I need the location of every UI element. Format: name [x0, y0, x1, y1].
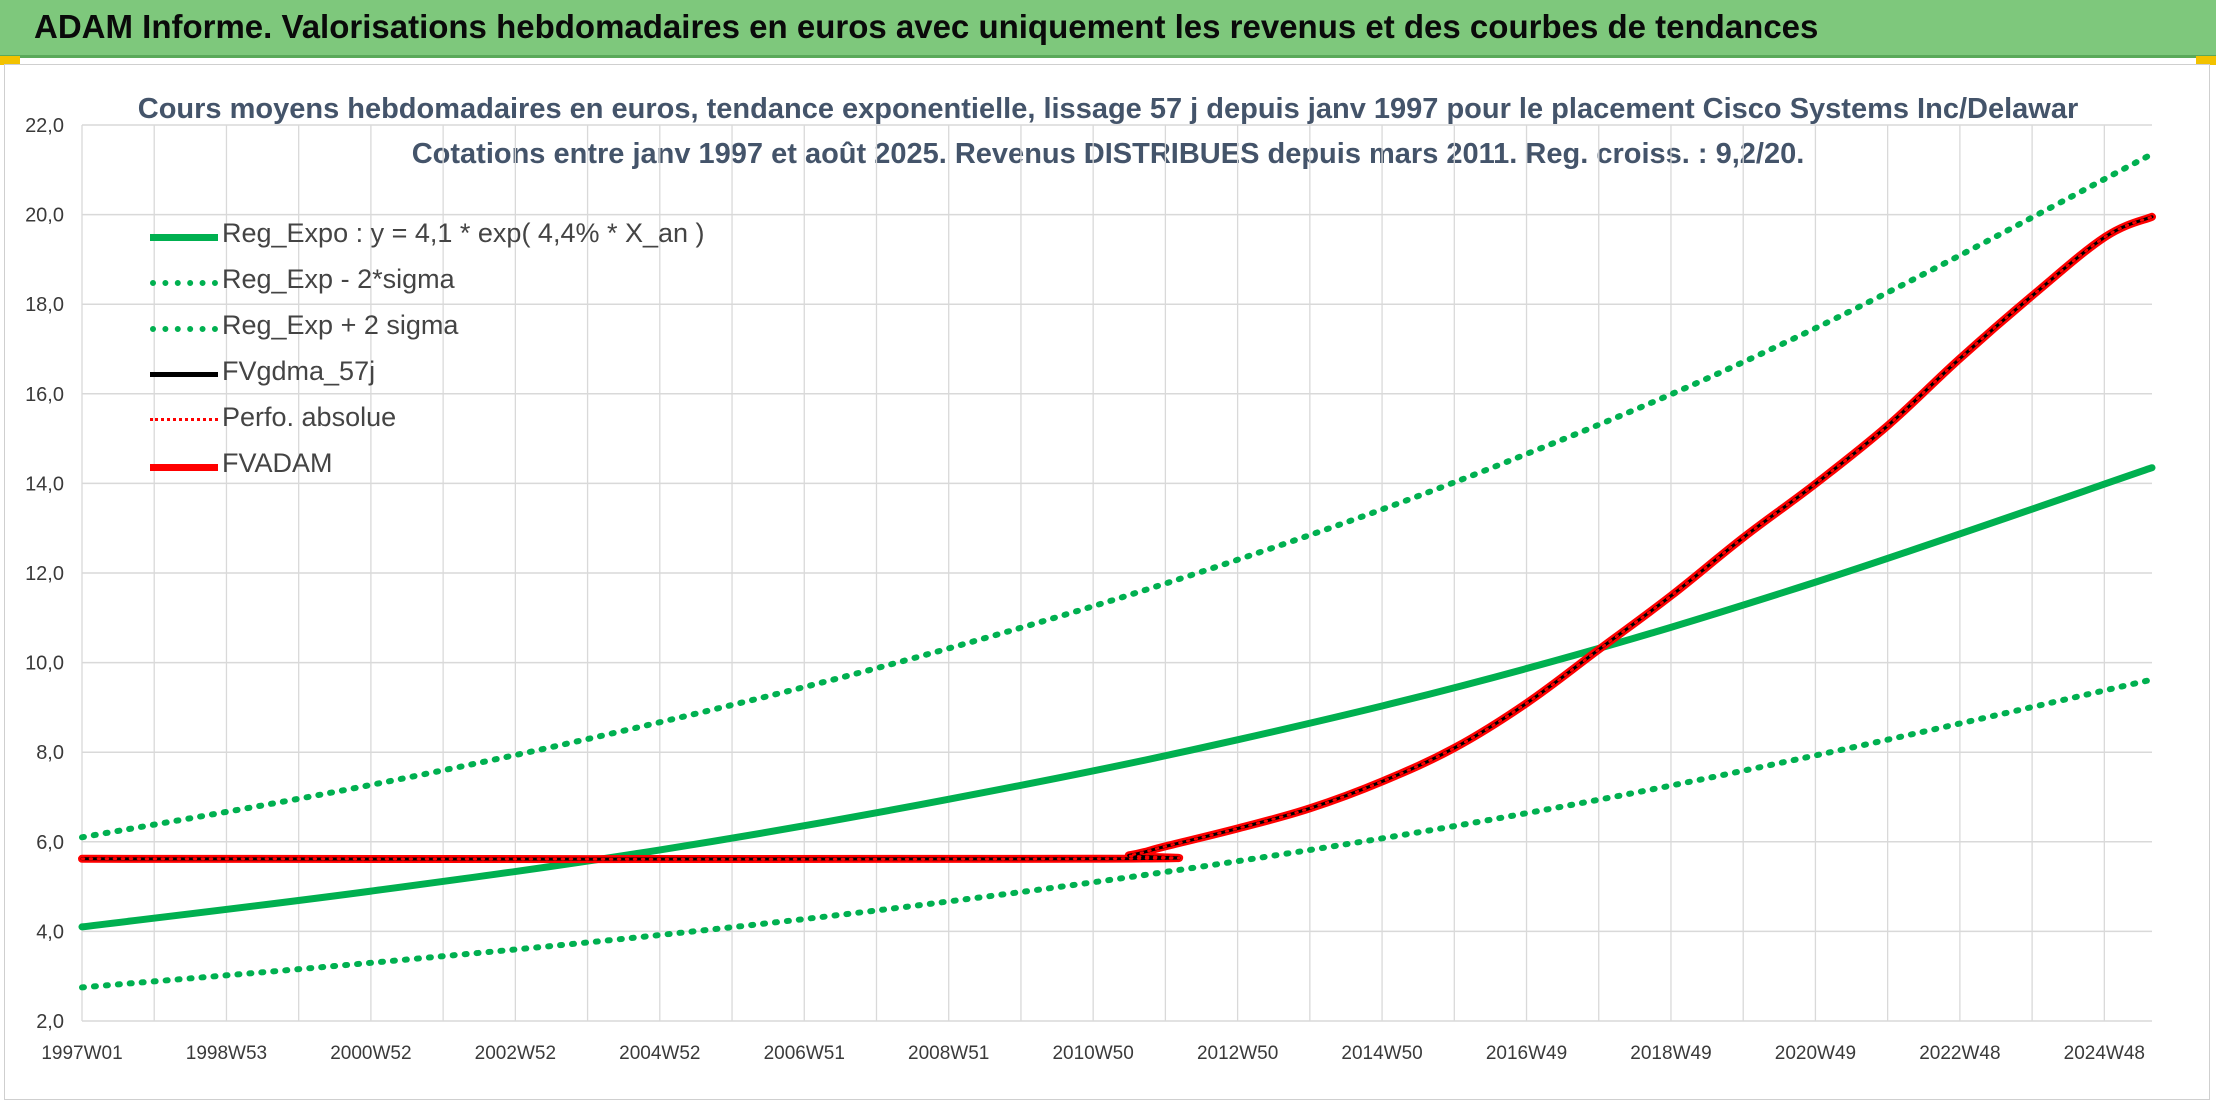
y-tick-label: 18,0	[25, 294, 64, 316]
x-tick-label: 2004W52	[619, 1043, 700, 1064]
y-tick-label: 20,0	[25, 205, 64, 227]
x-tick-label: 2002W52	[475, 1043, 556, 1064]
legend-label: Reg_Expo : y = 4,1 * exp( 4,4% * X_an )	[222, 218, 705, 248]
y-tick-label: 22,0	[25, 115, 64, 137]
series-line-0	[78, 464, 2156, 931]
x-tick-label: 1997W01	[41, 1043, 122, 1064]
legend-swatch	[150, 372, 218, 377]
banner-corner-left	[0, 56, 20, 65]
y-tick-label: 6,0	[36, 832, 64, 854]
x-tick-label: 2012W50	[1197, 1043, 1278, 1064]
y-tick-label: 4,0	[36, 921, 64, 943]
y-tick-label: 8,0	[36, 742, 64, 764]
legend-swatch	[150, 418, 218, 421]
legend-label: Perfo. absolue	[222, 402, 397, 432]
x-tick-label: 2000W52	[330, 1043, 411, 1064]
x-tick-label: 1998W53	[186, 1043, 267, 1064]
x-tick-label: 2008W51	[908, 1043, 989, 1064]
legend-swatch	[150, 464, 218, 471]
series-line-2	[79, 151, 2155, 841]
y-tick-label: 14,0	[25, 473, 64, 495]
x-tick-label: 2016W49	[1486, 1043, 1567, 1064]
legend-label: FVgdma_57j	[222, 356, 376, 386]
y-tick-label: 12,0	[25, 563, 64, 585]
x-tick-label: 2006W51	[764, 1043, 845, 1064]
series-line-4	[80, 215, 2154, 861]
legend-swatch	[150, 234, 218, 241]
x-tick-label: 2018W49	[1630, 1043, 1711, 1064]
y-tick-label: 2,0	[36, 1011, 64, 1033]
legend-swatch	[150, 280, 218, 286]
series-line-1	[79, 676, 2155, 991]
y-tick-label: 10,0	[25, 653, 64, 675]
chart-frame	[4, 64, 2210, 1100]
legend-swatch	[150, 326, 218, 332]
legend-label: FVADAM	[222, 448, 333, 478]
x-tick-label: 2014W50	[1341, 1043, 1422, 1064]
report-banner: ADAM Informe. Valorisations hebdomadaire…	[0, 0, 2216, 58]
x-tick-label: 2010W50	[1052, 1043, 1133, 1064]
banner-corner-right	[2196, 56, 2216, 65]
chart-title: Cours moyens hebdomadaires en euros, ten…	[137, 93, 2079, 125]
x-tick-label: 2022W48	[1919, 1043, 2000, 1064]
y-tick-label: 16,0	[25, 384, 64, 406]
legend-label: Reg_Exp + 2 sigma	[222, 310, 459, 340]
legend-label: Reg_Exp - 2*sigma	[222, 264, 455, 294]
x-tick-label: 2024W48	[2064, 1043, 2145, 1064]
report-title: ADAM Informe. Valorisations hebdomadaire…	[34, 8, 1819, 45]
chart-subtitle: Cotations entre janv 1997 et août 2025. …	[411, 138, 1805, 170]
x-tick-label: 2020W49	[1775, 1043, 1856, 1064]
